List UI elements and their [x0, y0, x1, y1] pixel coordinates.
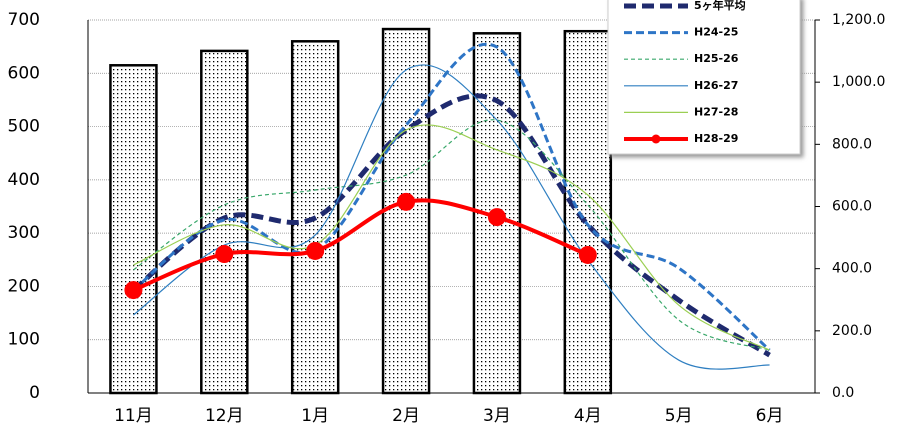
legend-label: H24-25 [694, 26, 738, 39]
x-tick-label: 5月 [665, 406, 693, 426]
y-tick-label: 500 [8, 117, 40, 137]
bar [563, 29, 613, 395]
x-tick-label: 1月 [301, 406, 329, 426]
bar [381, 27, 431, 395]
series-line [133, 119, 770, 351]
y2-tick-label: 1,200.0 [832, 12, 885, 28]
x-tick-label: 3月 [483, 406, 511, 426]
y-tick-label: 700 [8, 10, 40, 30]
x-tick-label: 4月 [574, 406, 602, 426]
legend-label: H25-26 [694, 52, 739, 65]
y2-tick-label: 400.0 [832, 261, 872, 277]
x-tick-label: 2月 [392, 406, 420, 426]
y2-tick-label: 0.0 [832, 385, 854, 401]
bar [109, 64, 158, 395]
series-line [131, 93, 771, 358]
y-tick-label: 300 [8, 223, 40, 243]
series-marker [124, 281, 143, 300]
legend: 5ヶ年平均 H24-25 H25-26 H26-27 H27-28 H28-29 [607, 0, 801, 155]
series-marker [306, 241, 325, 260]
x-tick-label: 12月 [205, 406, 244, 426]
series-line [132, 42, 771, 352]
y2-tick-label: 800.0 [832, 136, 872, 152]
y2-tick-label: 1,000.0 [832, 74, 885, 90]
x-tick-label: 11月 [114, 406, 153, 426]
legend-box [607, 0, 801, 155]
legend-label: H28-29 [694, 132, 738, 145]
series-line [133, 64, 770, 370]
y-tick-label: 0 [29, 383, 40, 403]
legend-label: H27-28 [694, 105, 738, 118]
y-tick-label: 200 [8, 276, 40, 296]
y-tick-label: 100 [8, 330, 40, 350]
legend-label: 5ヶ年平均 [694, 0, 746, 12]
series-marker [397, 192, 416, 211]
y2-tick-label: 200.0 [832, 323, 872, 339]
series-line [133, 124, 770, 351]
series-marker [578, 245, 597, 264]
bars [109, 27, 613, 395]
axes: 0 100 200 300 400 500 600 700 0.0 200.0 400.0 600.0… [8, 10, 886, 426]
lines [124, 42, 771, 370]
series-marker [215, 245, 234, 264]
y-tick-label: 600 [8, 63, 40, 83]
x-tick-label: 6月 [756, 406, 784, 426]
legend-marker [651, 134, 661, 144]
legend-label: H26-27 [694, 79, 738, 92]
y-tick-label: 400 [8, 170, 40, 190]
series-marker [487, 208, 506, 227]
bar [200, 49, 249, 395]
y2-tick-label: 600.0 [832, 199, 872, 215]
